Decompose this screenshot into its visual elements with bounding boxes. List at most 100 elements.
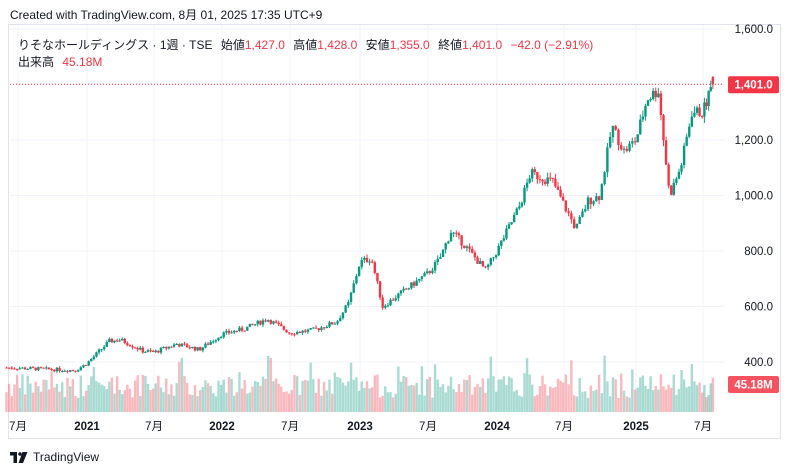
volume-bar (209, 386, 212, 412)
candle-body (549, 177, 552, 179)
candle-body (71, 370, 75, 372)
candle-body (463, 245, 466, 248)
volume-bar (175, 383, 178, 412)
candle-body (330, 322, 334, 325)
candle-body (63, 370, 67, 372)
candle-body (31, 367, 35, 369)
volume-bar (277, 383, 280, 412)
candle-body (682, 145, 686, 166)
volume-bar (349, 362, 353, 412)
volume-bar (26, 375, 29, 412)
time-axis-label: 7月 (419, 421, 437, 433)
volume-bar (384, 386, 387, 412)
candle-body (42, 367, 45, 369)
candle-body (214, 340, 218, 342)
candle-body (121, 338, 124, 341)
volume-bar (606, 381, 609, 412)
volume-bar (144, 375, 147, 412)
candle-body (21, 367, 24, 369)
candle-body (108, 338, 111, 343)
volume-bar (306, 380, 310, 412)
candle-body (402, 288, 405, 291)
candle-body (79, 367, 83, 371)
candle-body (233, 330, 236, 333)
candle-body (7, 367, 11, 369)
candle-body (365, 257, 369, 262)
volume-bar (123, 390, 126, 412)
volume-bar (705, 397, 708, 412)
volume-bar (651, 390, 655, 412)
volume-bar (423, 395, 426, 412)
candle-body (677, 171, 681, 179)
candle-body (110, 338, 114, 343)
volume-bar (84, 390, 88, 412)
candle-body (217, 337, 220, 341)
candle-body (525, 182, 529, 188)
candle-body (428, 271, 431, 273)
volume-bar (611, 377, 615, 412)
candle-body (74, 370, 77, 372)
candle-body (251, 323, 254, 325)
candle-body (494, 255, 498, 258)
price-axis-label: 600.0 (744, 302, 773, 314)
volume-bar (502, 376, 506, 412)
candle-body (261, 320, 265, 325)
candle-body (603, 172, 606, 185)
candle-body (113, 340, 116, 343)
candle-body (259, 320, 262, 325)
candle-body (133, 347, 137, 349)
volume-bar (309, 362, 312, 412)
volume-bar (371, 387, 374, 412)
candle-body (447, 241, 450, 244)
price-axis-label: 1,200.0 (735, 135, 773, 147)
volume-bar (391, 397, 395, 412)
volume-bar (389, 392, 392, 412)
candle-body (620, 145, 623, 150)
candle-body (295, 332, 299, 335)
candle-body (55, 367, 59, 372)
volume-bar (546, 395, 549, 412)
candle-body (586, 197, 590, 210)
time-axis[interactable]: 7月 2021 7月 2022 7月 2023 7月 2024 7月 2025 7月 (9, 421, 712, 433)
volume-bar (222, 379, 225, 412)
volume-bar (360, 381, 363, 412)
low-label: 安値 (365, 38, 390, 52)
volume-bar (333, 372, 337, 412)
candle-body (649, 98, 652, 101)
volume-bar (365, 381, 369, 412)
volume-bars (5, 355, 715, 412)
candle-body (546, 177, 549, 184)
volume-bar (452, 389, 455, 412)
candle-body (418, 278, 421, 281)
volume-bar (554, 387, 557, 412)
volume-bar (538, 386, 542, 412)
candle-body (444, 243, 447, 250)
volume-bar (586, 397, 590, 412)
volume-bar (428, 376, 431, 412)
volume-bar (654, 385, 657, 412)
candle-body (90, 359, 93, 362)
candle-body (322, 327, 326, 329)
candle-body (29, 367, 32, 369)
candle-body (476, 257, 479, 264)
volume-bar (567, 384, 570, 412)
volume-bar (709, 383, 712, 412)
volume-bar (614, 379, 617, 412)
candle-body (336, 321, 339, 324)
candle-body (492, 257, 495, 259)
symbol-title[interactable]: りそなホールディングス · 1週 · TSE (18, 38, 213, 52)
candle-body (347, 301, 350, 306)
candle-body (102, 346, 106, 350)
time-axis-label: 7月 (281, 421, 299, 433)
volume-bar (5, 392, 8, 412)
volume-bar (339, 378, 342, 412)
price-axis[interactable]: 400.0600.0800.01,000.01,200.01,400.01,60… (735, 24, 773, 369)
volume-bar (622, 390, 626, 412)
candle-body (58, 367, 61, 372)
volume-legend: 出来高 45.18M (18, 53, 102, 70)
candle-body (185, 344, 189, 348)
volume-bar (188, 394, 191, 412)
candle-body (115, 340, 119, 342)
volume-bar (489, 356, 493, 412)
